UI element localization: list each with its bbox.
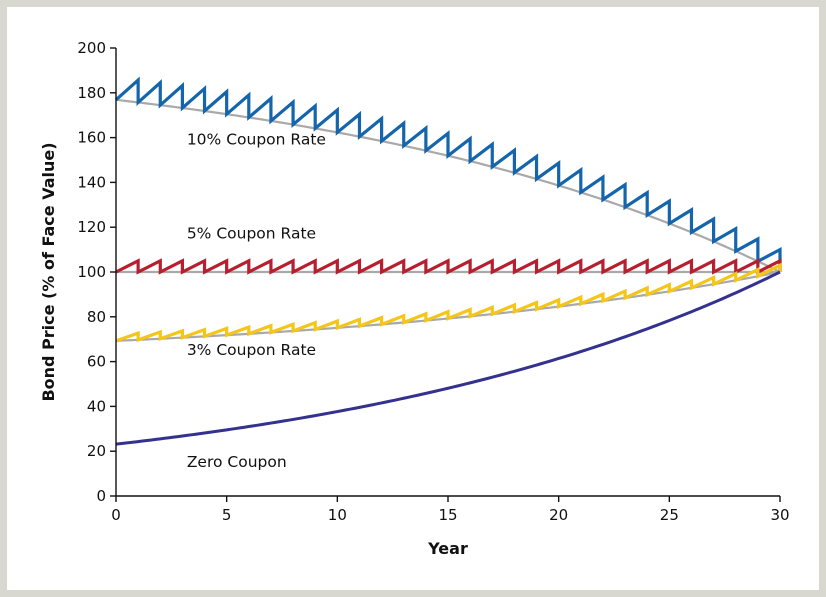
y-tick-label: 80	[87, 308, 106, 326]
5pct-coupon-rate-line	[115, 258, 782, 275]
10pct-coupon-rate-label: 10% Coupon Rate	[187, 130, 326, 148]
3pct-coupon-rate-label: 3% Coupon Rate	[187, 341, 316, 359]
x-tick-label: 10	[328, 506, 347, 524]
x-tick-label: 15	[438, 506, 457, 524]
y-tick-label: 60	[87, 353, 106, 371]
3pct-coupon-rate-envelope	[115, 270, 781, 342]
y-tick-label: 140	[77, 173, 106, 191]
zero-coupon-label: Zero Coupon	[187, 453, 287, 471]
y-tick-label: 0	[96, 487, 106, 505]
10pct-coupon-rate-envelope	[115, 98, 781, 273]
x-tick-label: 5	[222, 506, 232, 524]
ticks-layer: 0 5 10 15 20 25 30 0 20 40 60 80 100 120 140 160 180 200	[77, 39, 789, 524]
y-tick-label: 120	[77, 218, 106, 236]
series-layer	[114, 76, 782, 446]
x-tick-label: 25	[660, 506, 679, 524]
3pct-coupon-rate-line	[115, 262, 782, 343]
y-tick-label: 160	[77, 129, 106, 147]
y-tick-label: 100	[77, 263, 106, 281]
x-tick-label: 20	[549, 506, 568, 524]
y-tick-label: 200	[77, 39, 106, 57]
x-tick-label: 30	[770, 506, 789, 524]
y-tick-label: 180	[77, 84, 106, 102]
zero-coupon-envelope	[115, 270, 781, 446]
y-tick-label: 40	[87, 397, 106, 415]
x-axis-title: Year	[427, 539, 468, 558]
y-axis-title: Bond Price (% of Face Value)	[39, 142, 58, 401]
5pct-coupon-rate-label: 5% Coupon Rate	[187, 224, 316, 242]
series-labels: 10% Coupon Rate 5% Coupon Rate 3% Coupon R…	[187, 130, 326, 471]
y-tick-label: 20	[87, 442, 106, 460]
10pct-coupon-rate-line	[114, 76, 782, 272]
x-tick-label: 0	[111, 506, 121, 524]
